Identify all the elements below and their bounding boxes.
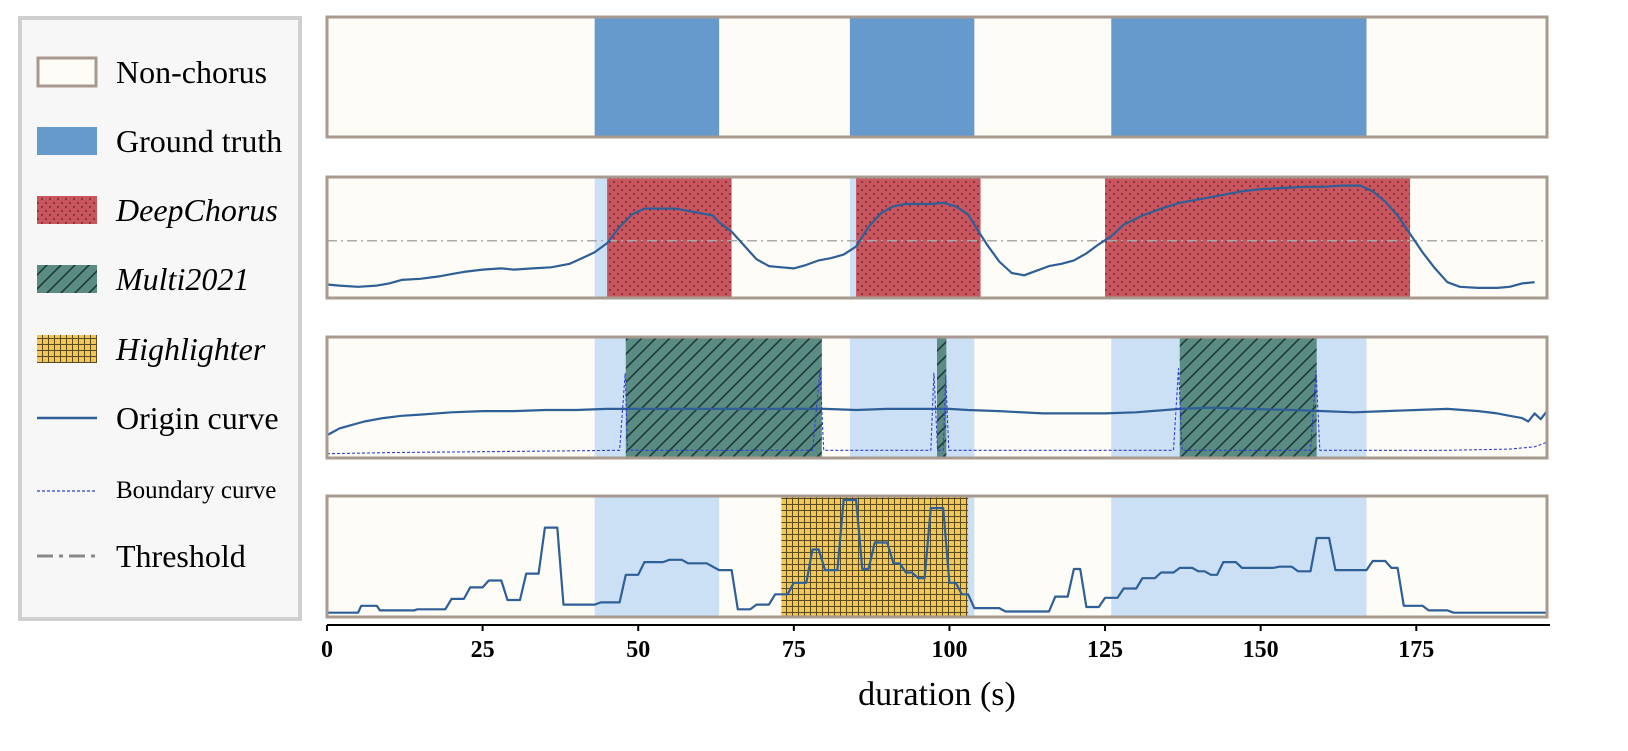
legend-item-highlighter: Highlighter <box>36 329 265 369</box>
panel-frame <box>325 335 1549 460</box>
panel-frame <box>325 494 1549 619</box>
legend-item-threshold: Threshold <box>36 536 246 576</box>
legend-item-multi2021: Multi2021 <box>36 259 249 299</box>
panels <box>325 15 1549 619</box>
x-tick-label: 150 <box>1243 637 1279 663</box>
deepchorus-segment <box>607 177 732 298</box>
legend-swatch-threshold <box>36 539 98 573</box>
origin-curve <box>327 406 1547 437</box>
legend-swatch-highlighter <box>36 332 98 366</box>
ground-truth-shade <box>1111 496 1367 617</box>
panel-frame <box>325 175 1549 300</box>
highlighter-segment <box>781 496 969 617</box>
legend-label: DeepChorus <box>116 191 278 228</box>
boundary-curve <box>327 368 1547 455</box>
legend-label: Boundary curve <box>116 477 277 504</box>
ground-truth-shade <box>594 496 720 617</box>
legend-swatch-non-chorus <box>36 55 98 89</box>
legend-item-origin-curve: Origin curve <box>36 398 279 438</box>
legend-label: Non-chorus <box>116 53 268 90</box>
legend: Non-chorus Ground truth DeepChorus Multi202… <box>18 16 302 621</box>
legend-swatch-multi2021 <box>36 262 98 296</box>
x-tick-label: 175 <box>1398 637 1434 663</box>
x-tick-label: 0 <box>321 637 333 663</box>
legend-item-ground-truth: Ground truth <box>36 121 282 161</box>
panel-multi2021 <box>325 335 1549 460</box>
panel-ground-truth <box>325 15 1549 139</box>
ground-truth-segment <box>1111 17 1367 137</box>
legend-label: Origin curve <box>116 399 279 436</box>
legend-swatch-deepchorus <box>36 193 98 227</box>
deepchorus-segment <box>856 177 981 298</box>
legend-label: Multi2021 <box>116 260 250 297</box>
panel-highlighter <box>325 494 1549 619</box>
legend-item-boundary-curve: Boundary curve <box>36 471 276 511</box>
ground-truth-shade <box>849 337 975 458</box>
panel-deepchorus <box>325 175 1549 300</box>
origin-curve <box>327 184 1535 289</box>
x-tick-label: 100 <box>931 637 967 663</box>
x-tick-label: 25 <box>471 637 495 663</box>
x-axis-title: duration (s) <box>858 676 1016 713</box>
legend-item-deepchorus: DeepChorus <box>36 190 278 230</box>
deepchorus-segment <box>1105 177 1411 298</box>
multi2021-segment <box>1179 337 1317 458</box>
legend-label: Highlighter <box>116 330 266 367</box>
x-tick-label: 125 <box>1087 637 1123 663</box>
legend-label: Threshold <box>116 537 246 574</box>
x-tick-label: 50 <box>626 637 650 663</box>
legend-swatch-ground-truth <box>36 124 98 158</box>
panel-frame <box>325 15 1549 139</box>
x-axis: 0 25 50 75 100 125 150 175 duration (s) <box>321 624 1550 713</box>
ground-truth-segment <box>594 17 720 137</box>
legend-label: Ground truth <box>116 122 283 159</box>
legend-swatch-boundary-curve <box>36 474 98 508</box>
legend-swatch-origin-curve <box>36 401 98 435</box>
legend-item-non-chorus: Non-chorus <box>36 52 267 92</box>
origin-curve <box>327 498 1547 614</box>
ground-truth-segment <box>849 17 975 137</box>
multi2021-segment <box>937 337 947 458</box>
x-tick-label: 75 <box>782 637 806 663</box>
multi2021-segment <box>625 337 822 458</box>
